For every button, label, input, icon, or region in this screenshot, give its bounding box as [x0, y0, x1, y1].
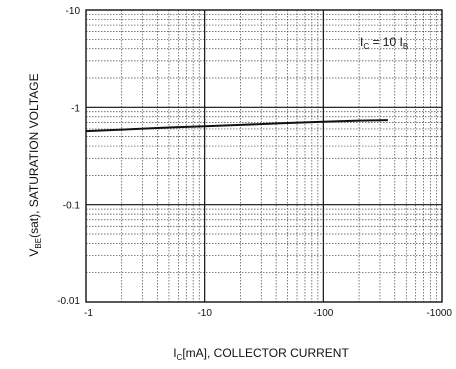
x-tick-label: -1 — [84, 308, 93, 319]
major-grid — [86, 10, 442, 302]
x-title-main: I — [173, 346, 176, 360]
annotation-i1: I — [360, 35, 363, 49]
annotation-ic-10ib: IC = 10 IB — [360, 35, 408, 51]
y-axis-title: VBE(sat), SATURATION VOLTAGE — [27, 73, 43, 256]
x-title-rest: [mA], COLLECTOR CURRENT — [182, 346, 349, 360]
y-title-main: V — [27, 249, 41, 257]
y-tick-labels: -10 -1 -0.1 -0.01 — [57, 6, 80, 307]
plot-frame — [85, 9, 443, 303]
x-tick-labels: -1 -10 -100 -1000 — [84, 308, 452, 319]
y-tick-label: -1 — [71, 103, 80, 114]
annotation-sub-b: B — [403, 42, 408, 51]
y-tick-label: -0.01 — [57, 296, 80, 307]
x-axis-title: IC[mA], COLLECTOR CURRENT — [173, 346, 349, 362]
minor-grid — [86, 10, 442, 302]
series-layer — [85, 119, 388, 133]
x-tick-label: -10 — [197, 308, 212, 319]
y-tick-label: -0.1 — [63, 201, 81, 212]
series-line-vbe-sat — [85, 119, 388, 133]
annotation-sub-c: C — [363, 42, 369, 51]
y-title-rest: (sat), SATURATION VOLTAGE — [27, 73, 41, 237]
x-tick-label: -1000 — [426, 308, 452, 319]
x-tick-label: -100 — [313, 308, 333, 319]
x-title-sub: C — [177, 353, 183, 362]
annotation-eq: = 10 I — [369, 35, 403, 49]
y-tick-label: -10 — [66, 6, 81, 17]
y-title-sub: BE — [34, 238, 43, 249]
